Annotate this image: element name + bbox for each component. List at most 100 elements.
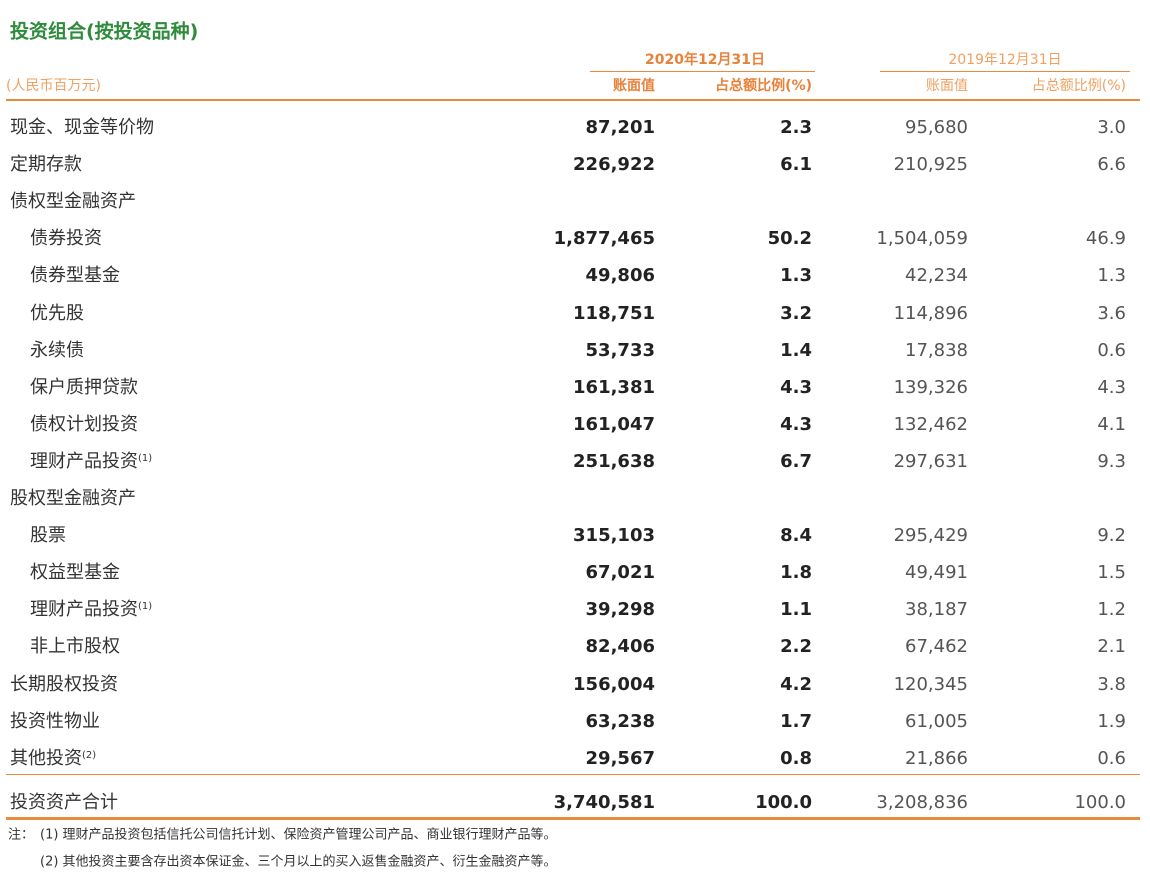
row-label: 优先股 (30, 302, 84, 324)
footnote-ref: (1) (138, 452, 153, 464)
cell: 297,631 (893, 450, 968, 472)
cell: 3.6 (1097, 302, 1126, 324)
cell: 1.4 (780, 339, 812, 361)
cell: 9.2 (1097, 525, 1126, 547)
cell: 210,925 (893, 154, 968, 176)
note: (2) 其他投资主要含存出资本保证金、三个月以上的买入返售金融资产、衍生金融资产… (40, 854, 557, 870)
column-header: 占总额比例(%) (1031, 78, 1126, 94)
row-label: 其他投资(2) (10, 747, 97, 769)
cell: 3,740,581 (553, 792, 655, 813)
row-label: 债券投资 (30, 228, 102, 250)
rule (590, 71, 815, 72)
cell: 3.0 (1097, 117, 1126, 138)
cell: 8.4 (780, 525, 812, 547)
cell: 2.1 (1097, 636, 1126, 658)
cell: 120,345 (893, 673, 968, 695)
row-label: 投资性物业 (10, 710, 100, 732)
note: (1) 理财产品投资包括信托公司信托计划、保险资产管理公司产品、商业银行理财产品… (40, 827, 557, 843)
note-prefix: 注： (8, 827, 35, 843)
cell: 50.2 (767, 228, 812, 250)
cell: 1.5 (1097, 562, 1126, 584)
row-label: 债券型基金 (30, 265, 120, 287)
cell: 82,406 (585, 636, 655, 658)
row-label: 股权型金融资产 (10, 488, 136, 509)
cell: 49,806 (585, 265, 655, 287)
cell: 1.7 (780, 710, 812, 732)
cell: 0.6 (1097, 339, 1126, 361)
cell: 4.3 (780, 413, 812, 435)
cell: 161,047 (573, 413, 655, 435)
cell: 100.0 (755, 792, 812, 813)
cell: 161,381 (573, 376, 655, 398)
column-header: 账面值 (926, 78, 968, 94)
row-label: 现金、现金等价物 (10, 117, 154, 138)
row-label: 非上市股权 (30, 636, 120, 658)
cell: 17,838 (905, 339, 968, 361)
cell: 67,462 (905, 636, 968, 658)
row-label: 长期股权投资 (10, 673, 118, 695)
rule (6, 817, 1140, 820)
cell: 156,004 (573, 673, 655, 695)
cell: 1.9 (1097, 710, 1126, 732)
cell: 100.0 (1074, 792, 1126, 813)
period-prior: 2019年12月31日 (948, 52, 1062, 68)
cell: 0.8 (780, 747, 812, 769)
cell: 1,877,465 (553, 228, 655, 250)
cell: 2.3 (780, 117, 812, 138)
cell: 61,005 (905, 710, 968, 732)
row-label: 股票 (30, 525, 66, 547)
cell: 49,491 (905, 562, 968, 584)
cell: 114,896 (893, 302, 968, 324)
cell: 4.3 (780, 376, 812, 398)
cell: 4.2 (780, 673, 812, 695)
cell: 38,187 (905, 599, 968, 621)
cell: 6.1 (780, 154, 812, 176)
cell: 95,680 (905, 117, 968, 138)
cell: 9.3 (1097, 450, 1126, 472)
cell: 87,201 (585, 117, 655, 138)
cell: 2.2 (780, 636, 812, 658)
row-label: 理财产品投资(1) (30, 450, 153, 472)
row-label: 保户质押贷款 (30, 376, 138, 398)
cell: 3,208,836 (876, 792, 968, 813)
row-label: 定期存款 (10, 154, 82, 176)
row-label: 权益型基金 (30, 562, 120, 584)
rule (6, 99, 1140, 101)
column-header: 账面值 (613, 78, 655, 94)
unit: (人民币百万元) (6, 78, 101, 94)
cell: 1.3 (1097, 265, 1126, 287)
column-header: 占总额比例(%) (715, 78, 812, 94)
row-label: 理财产品投资(1) (30, 599, 153, 621)
cell: 4.1 (1097, 413, 1126, 435)
cell: 1.3 (780, 265, 812, 287)
row-label: 投资资产合计 (10, 792, 118, 813)
cell: 226,922 (573, 154, 655, 176)
cell: 139,326 (893, 376, 968, 398)
cell: 1.1 (780, 599, 812, 621)
rule (6, 774, 1140, 775)
cell: 63,238 (585, 710, 655, 732)
cell: 6.7 (780, 450, 812, 472)
cell: 4.3 (1097, 376, 1126, 398)
cell: 6.6 (1097, 154, 1126, 176)
cell: 315,103 (573, 525, 655, 547)
cell: 21,866 (905, 747, 968, 769)
cell: 1.8 (780, 562, 812, 584)
cell: 295,429 (893, 525, 968, 547)
cell: 132,462 (893, 413, 968, 435)
cell: 53,733 (585, 339, 655, 361)
cell: 0.6 (1097, 747, 1126, 769)
cell: 3.2 (780, 302, 812, 324)
cell: 42,234 (905, 265, 968, 287)
title: 投资组合(按投资品种) (10, 20, 199, 43)
row-label: 债权型金融资产 (10, 191, 136, 213)
cell: 1,504,059 (876, 228, 968, 250)
row-label: 债权计划投资 (30, 413, 138, 435)
row-label: 永续债 (30, 339, 84, 361)
period-current: 2020年12月31日 (645, 52, 765, 68)
cell: 67,021 (585, 562, 655, 584)
footnote-ref: (1) (138, 601, 153, 613)
cell: 39,298 (585, 599, 655, 621)
cell: 29,567 (585, 747, 655, 769)
